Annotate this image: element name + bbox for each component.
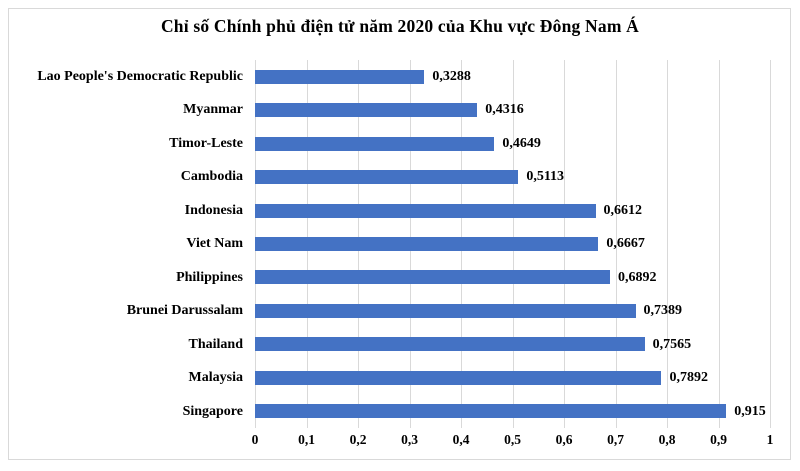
- bar: [255, 136, 495, 151]
- category-label: Lao People's Democratic Republic: [37, 69, 243, 84]
- x-tick-label: 1: [766, 432, 774, 447]
- category-label: Timor-Leste: [169, 135, 243, 151]
- value-label: 0,6612: [603, 202, 643, 218]
- category-label: Viet Nam: [186, 236, 243, 252]
- value-label: 0,7389: [643, 303, 683, 319]
- x-tick-label: 0,9: [710, 432, 727, 447]
- bar-row: Indonesia 0,6612: [185, 194, 770, 227]
- bar: [255, 270, 610, 285]
- category-label: Thailand: [188, 336, 243, 352]
- x-tick-label: 0,4: [452, 432, 470, 447]
- gridline: [770, 60, 771, 428]
- x-tick-label: 0: [251, 432, 259, 447]
- bar: [255, 103, 478, 118]
- gridline: [718, 60, 720, 428]
- value-label: 0,915: [734, 403, 766, 419]
- bar: [255, 404, 727, 419]
- gridline: [615, 60, 617, 428]
- x-tick-label: 0,7: [607, 432, 624, 447]
- category-label: Brunei Darussalam: [126, 303, 243, 319]
- chart-title: Chỉ số Chính phủ điện tử năm 2020 của Kh…: [160, 16, 640, 36]
- bar: [255, 170, 519, 185]
- value-label: 0,7892: [669, 370, 708, 386]
- x-tick-label: 0,3: [401, 432, 418, 447]
- category-label: Myanmar: [183, 102, 243, 118]
- category-label: Singapore: [182, 403, 243, 419]
- bar: [255, 370, 662, 385]
- bar-row: Cambodia 0,5113: [181, 160, 770, 193]
- bar: [255, 303, 636, 318]
- value-label: 0,6667: [606, 236, 645, 252]
- value-label: 0,4649: [502, 135, 541, 151]
- category-label: Philippines: [176, 269, 243, 285]
- value-label: 0,6892: [617, 269, 657, 285]
- bar-row: Thailand 0,7565: [189, 328, 770, 361]
- x-tick-label: 0,6: [555, 432, 573, 447]
- bar-row: Myanmar 0,4316: [183, 93, 770, 126]
- bar: [255, 203, 596, 218]
- value-label: 0,4316: [485, 102, 524, 118]
- x-tick-label: 0,8: [658, 432, 676, 447]
- bar-row: Brunei Darussalam 0,7389: [127, 294, 770, 327]
- x-tick-label: 0,1: [298, 432, 315, 447]
- bar-row: Timor-Leste 0,4649: [169, 127, 770, 160]
- category-label: Malaysia: [188, 370, 243, 386]
- gridline: [667, 60, 668, 428]
- bar: [255, 69, 425, 84]
- bar-row: Philippines 0,6892: [176, 261, 770, 294]
- bar-row: Singapore 0,915: [183, 395, 770, 428]
- category-label: Cambodia: [180, 169, 243, 185]
- value-label: 0,7565: [652, 336, 692, 352]
- bar-row: Viet Nam 0,6667: [186, 227, 770, 260]
- bar: [255, 337, 645, 352]
- bar-row: Malaysia 0,7892: [189, 361, 770, 394]
- x-tick-label: 0,2: [349, 432, 367, 447]
- bar: [255, 236, 599, 251]
- category-label: Indonesia: [184, 202, 243, 218]
- bar-row: Lao People's Democratic Republic 0,3288: [37, 60, 770, 93]
- plot-area: Lao People's Democratic Republic 0,3288 My…: [37, 60, 771, 428]
- x-axis: 0 0,1 0,2 0,3 0,4 0,5 0,6 0,7 0,8 0,9 1: [251, 428, 774, 448]
- x-tick-label: 0,5: [504, 432, 521, 447]
- value-label: 0,5113: [526, 169, 565, 185]
- value-label: 0,3288: [432, 69, 471, 84]
